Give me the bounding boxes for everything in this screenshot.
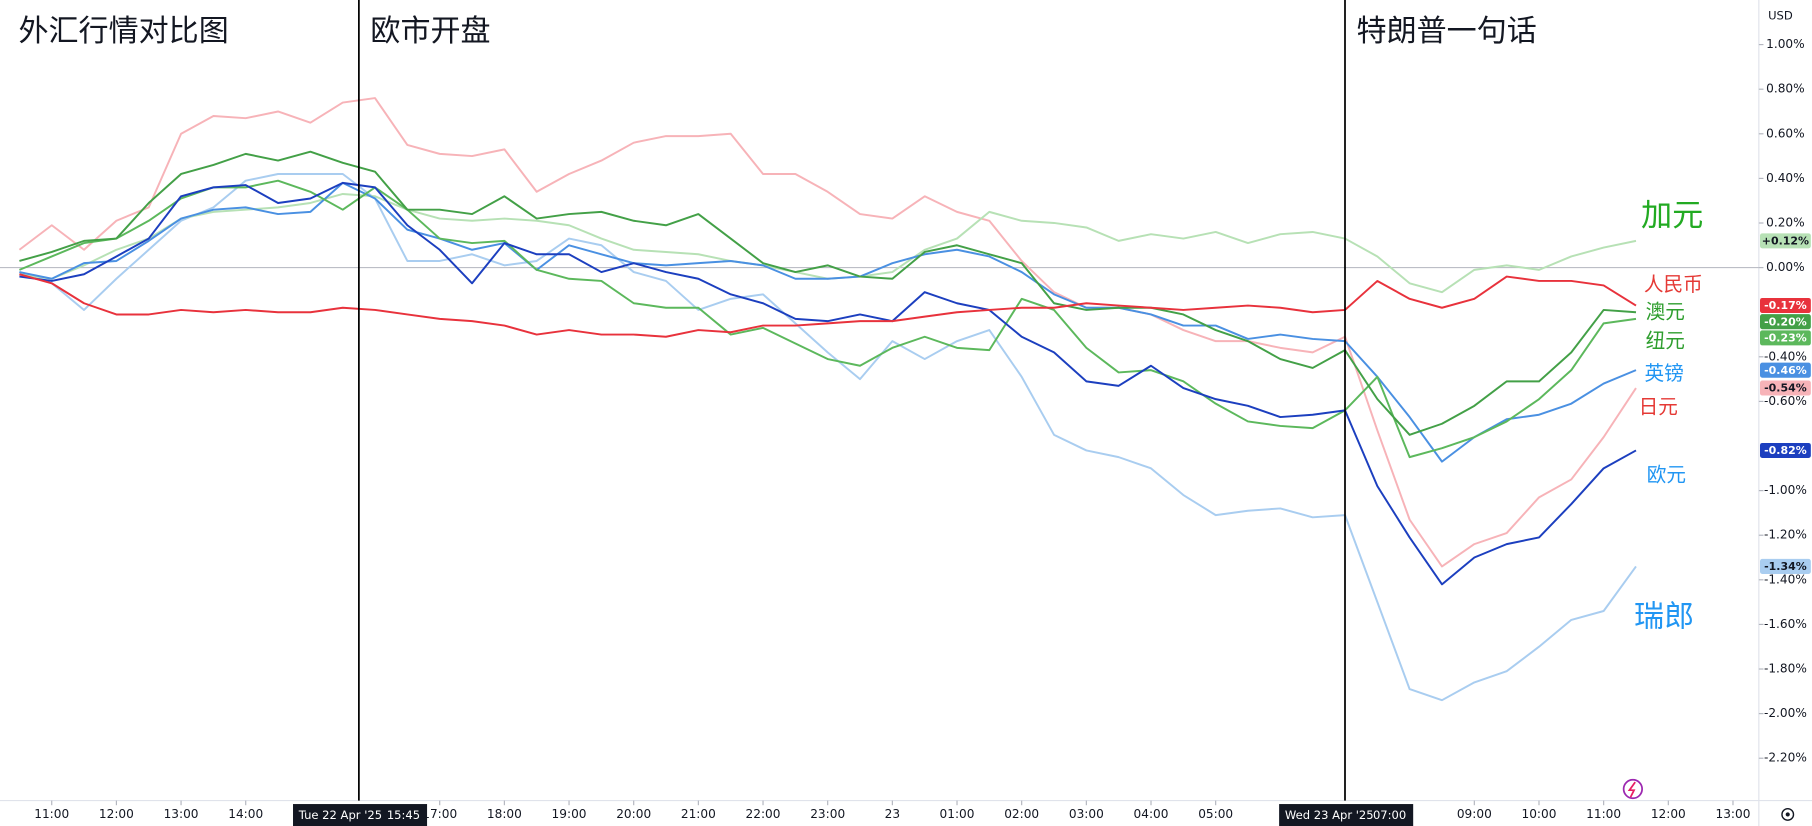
series-name-label: 澳元: [1646, 301, 1685, 324]
crosshair-time-label: Tue 22 Apr '25 15:45: [293, 804, 428, 826]
end-value-text: -0.46%: [1764, 364, 1807, 377]
crosshair-date: Wed 23 Apr '25: [1285, 808, 1374, 822]
end-value-label: -0.54%: [1759, 380, 1811, 396]
x-tick-label: 04:00: [1134, 807, 1169, 821]
series-name-label: 欧元: [1647, 463, 1686, 486]
y-tick-label: -0.60%: [1764, 394, 1807, 408]
y-tick-label: 0.60%: [1766, 126, 1805, 140]
series-name-label: 纽元: [1646, 329, 1685, 352]
end-value-box: [1759, 233, 1811, 249]
x-tick-label: 13:00: [164, 807, 199, 821]
event-label: 特朗普一句话: [1357, 14, 1537, 49]
end-value-text: -0.20%: [1764, 315, 1807, 328]
series-line: [19, 181, 1637, 463]
end-value-box: [1759, 330, 1811, 346]
x-tick-label: 11:00: [1586, 807, 1621, 821]
end-value-text: -0.23%: [1764, 331, 1807, 344]
end-value-box: [1759, 298, 1811, 314]
end-value-label: -0.23%: [1759, 330, 1811, 346]
series-line: [19, 179, 1637, 459]
x-tick-label: 19:00: [552, 807, 587, 821]
gear-ring: [1781, 807, 1795, 821]
y-tick-label: -1.00%: [1764, 483, 1807, 497]
y-tick-label: -1.60%: [1764, 617, 1807, 631]
y-tick-label: -1.80%: [1764, 662, 1807, 676]
x-tick-label: 10:00: [1522, 807, 1557, 821]
x-tick-label: 21:00: [681, 807, 716, 821]
x-tick-label: 17:00: [422, 807, 457, 821]
end-value-label: -1.34%: [1759, 558, 1811, 574]
series-line: [19, 172, 1637, 702]
end-value-text: +0.12%: [1762, 234, 1809, 247]
crosshair-time: 07:00: [1373, 808, 1406, 822]
x-tick-label: 20:00: [616, 807, 651, 821]
series-name-label: 日元: [1639, 395, 1678, 418]
gear-hub: [1785, 812, 1790, 817]
x-tick-label: 18:00: [487, 807, 522, 821]
lightning-icon[interactable]: [1622, 778, 1643, 800]
x-tick-label: 01:00: [940, 807, 975, 821]
icon-bolt: [1627, 781, 1636, 798]
end-value-box: [1759, 314, 1811, 330]
y-tick-label: -1.40%: [1764, 572, 1807, 586]
crosshair-date: Tue 22 Apr '25: [298, 808, 382, 822]
series-line: [19, 150, 1637, 436]
x-tick-label: 13:00: [1715, 807, 1750, 821]
series-name-label: 瑞郎: [1634, 600, 1694, 635]
end-value-box: [1759, 380, 1811, 396]
end-value-box: [1759, 442, 1811, 458]
y-tick-label: -1.20%: [1764, 528, 1807, 542]
x-tick-label: 14:00: [228, 807, 263, 821]
end-value-text: -0.54%: [1764, 382, 1807, 395]
end-value-box: [1759, 362, 1811, 378]
y-tick-label: 0.40%: [1766, 171, 1805, 185]
settings-icon[interactable]: [1781, 807, 1795, 821]
y-tick-label: 0.20%: [1766, 216, 1805, 230]
series-line: [19, 181, 1637, 586]
series-line: [19, 273, 1637, 338]
x-tick-label: 05:00: [1198, 807, 1233, 821]
currency-label[interactable]: USD: [1768, 9, 1793, 23]
x-tick-label: 23: [885, 807, 900, 821]
y-tick-label: -0.40%: [1764, 349, 1807, 363]
crosshair-box: [293, 804, 428, 826]
end-value-text: -0.17%: [1764, 299, 1807, 312]
end-value-label: -0.17%: [1759, 298, 1811, 314]
y-tick-label: 0.00%: [1766, 260, 1805, 274]
crosshair-time-label: Wed 23 Apr '25 07:00: [1279, 804, 1414, 826]
series-name-label: 人民币: [1644, 273, 1703, 296]
x-tick-label: 23:00: [810, 807, 845, 821]
x-tick-label: 09:00: [1457, 807, 1492, 821]
end-value-label: -0.82%: [1759, 442, 1811, 458]
chart-title: 外汇行情对比图: [18, 14, 228, 49]
end-value-label: +0.12%: [1759, 233, 1811, 249]
end-value-label: -0.20%: [1759, 314, 1811, 330]
crosshair-time: 15:45: [387, 808, 420, 822]
x-tick-label: 02:00: [1004, 807, 1039, 821]
crosshair-box: [1279, 804, 1414, 826]
series-line: [18, 97, 1637, 568]
series-name-label: 加元: [1641, 198, 1703, 234]
y-tick-label: -2.00%: [1764, 706, 1807, 720]
x-tick-label: 12:00: [1651, 807, 1686, 821]
icon-circle: [1622, 778, 1643, 800]
series-name-label: 英镑: [1644, 362, 1683, 385]
end-value-label: -0.46%: [1759, 362, 1811, 378]
end-value-text: -1.34%: [1764, 560, 1807, 573]
x-tick-label: 22:00: [746, 807, 781, 821]
event-label: 欧市开盘: [370, 14, 490, 49]
y-tick-label: -2.20%: [1764, 751, 1807, 765]
x-tick-label: 11:00: [34, 807, 69, 821]
y-tick-label: 1.00%: [1766, 37, 1805, 51]
end-value-text: -0.82%: [1764, 444, 1807, 457]
end-value-box: [1759, 558, 1811, 574]
x-tick-label: 12:00: [99, 807, 134, 821]
x-tick-label: 03:00: [1069, 807, 1104, 821]
y-tick-label: 0.80%: [1766, 82, 1805, 96]
